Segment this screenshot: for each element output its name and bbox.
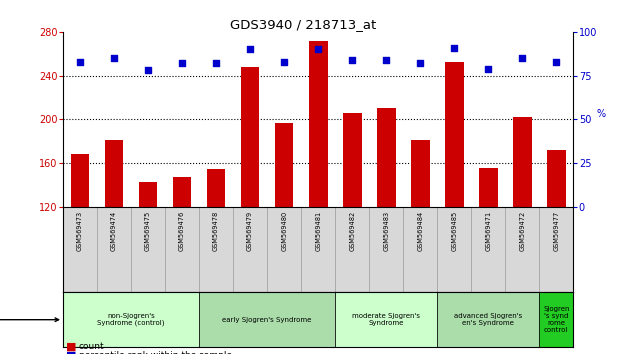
Bar <box>411 140 430 207</box>
Text: GSM569481: GSM569481 <box>315 211 321 251</box>
Text: GSM569483: GSM569483 <box>383 211 389 251</box>
Y-axis label: %: % <box>597 109 606 119</box>
Text: ■: ■ <box>66 341 77 351</box>
Text: GSM569474: GSM569474 <box>111 211 117 251</box>
Point <box>109 55 119 61</box>
Bar <box>241 67 260 207</box>
Bar <box>71 154 89 207</box>
Bar <box>547 150 566 207</box>
Bar <box>207 169 226 207</box>
Bar <box>275 122 294 207</box>
Text: moderate Sjogren's
Syndrome: moderate Sjogren's Syndrome <box>352 313 420 326</box>
Point <box>143 68 153 73</box>
Text: Sjogren
's synd
rome
control: Sjogren 's synd rome control <box>543 306 570 333</box>
Point <box>279 59 289 64</box>
Text: count: count <box>79 342 105 351</box>
Text: GSM569478: GSM569478 <box>213 211 219 251</box>
Text: GSM569479: GSM569479 <box>247 211 253 251</box>
Bar <box>479 167 498 207</box>
Text: disease state: disease state <box>0 315 59 324</box>
Bar <box>309 41 328 207</box>
Point <box>75 59 85 64</box>
Title: GDS3940 / 218713_at: GDS3940 / 218713_at <box>230 18 376 31</box>
Point <box>211 61 221 66</box>
Point <box>449 45 459 50</box>
Text: non-Sjogren's
Syndrome (control): non-Sjogren's Syndrome (control) <box>97 313 165 326</box>
Text: percentile rank within the sample: percentile rank within the sample <box>79 352 232 354</box>
Text: GSM569485: GSM569485 <box>451 211 457 251</box>
Text: GSM569475: GSM569475 <box>145 211 151 251</box>
Bar <box>199 292 335 347</box>
Text: GSM569477: GSM569477 <box>553 211 559 251</box>
Bar <box>105 140 123 207</box>
Text: GSM569484: GSM569484 <box>417 211 423 251</box>
Text: GSM569472: GSM569472 <box>519 211 525 251</box>
Point <box>517 55 527 61</box>
Bar <box>343 113 362 207</box>
Bar <box>173 177 192 207</box>
Text: early Sjogren's Syndrome: early Sjogren's Syndrome <box>222 317 312 323</box>
Bar <box>63 292 199 347</box>
Point <box>245 46 255 52</box>
Point <box>551 59 561 64</box>
Bar <box>139 182 158 207</box>
Point <box>347 57 357 63</box>
Bar <box>377 108 396 207</box>
Point <box>483 66 493 72</box>
Point <box>177 61 187 66</box>
Text: GSM569476: GSM569476 <box>179 211 185 251</box>
Bar <box>513 117 532 207</box>
Text: GSM569473: GSM569473 <box>77 211 83 251</box>
Point <box>415 61 425 66</box>
Bar <box>335 292 437 347</box>
Point <box>381 57 391 63</box>
Point <box>313 46 323 52</box>
Bar <box>539 292 573 347</box>
Text: advanced Sjogren's
en's Syndrome: advanced Sjogren's en's Syndrome <box>454 313 522 326</box>
Text: GSM569480: GSM569480 <box>281 211 287 251</box>
Text: ■: ■ <box>66 350 77 354</box>
Text: GSM569482: GSM569482 <box>349 211 355 251</box>
Bar <box>437 292 539 347</box>
Text: GSM569471: GSM569471 <box>485 211 491 251</box>
Bar <box>445 63 464 207</box>
